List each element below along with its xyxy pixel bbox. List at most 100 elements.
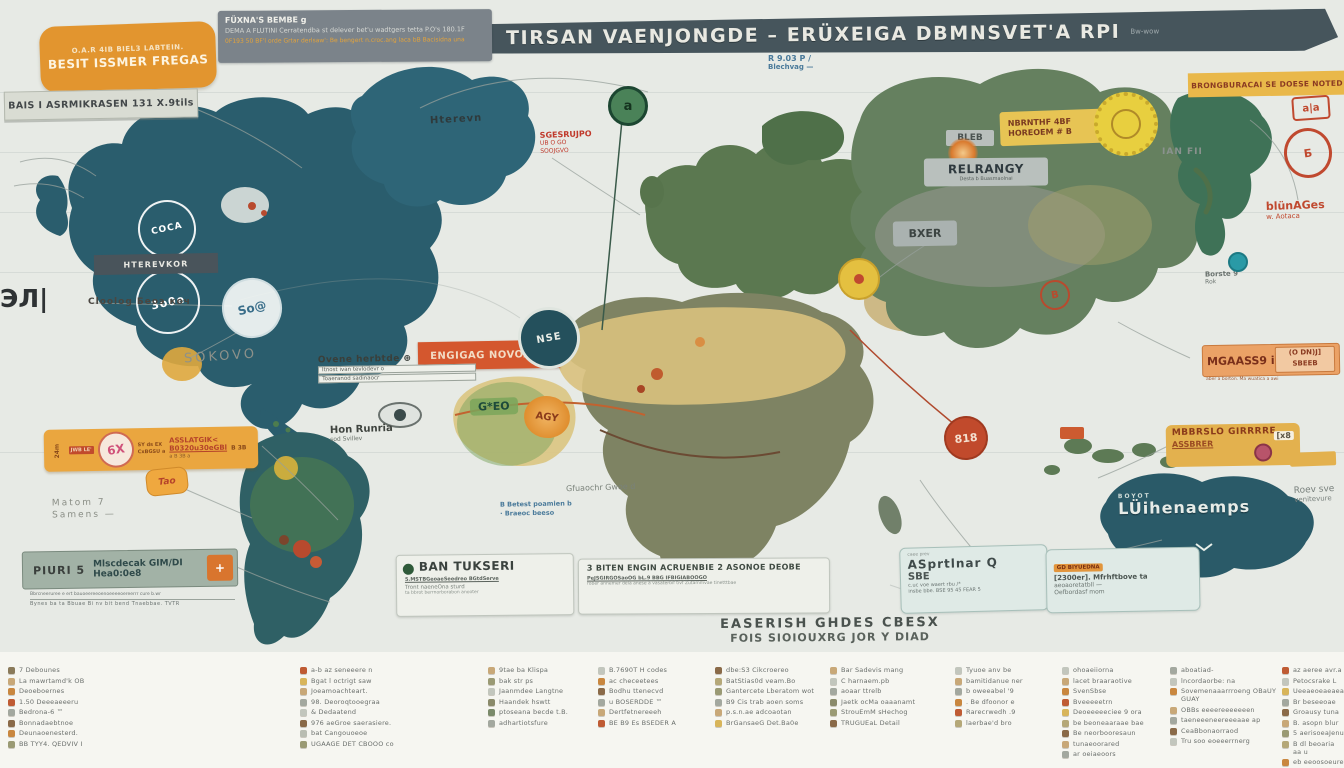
legend-item: SvenSbse <box>1062 687 1190 695</box>
legend-item-label: Bveeeeetrn <box>1073 697 1113 706</box>
legend-item: Joeamoachteart. <box>300 687 472 695</box>
legend-item-icon <box>598 677 605 685</box>
legend-item-icon <box>1062 719 1069 727</box>
legend-item-label: Joeamoachteart. <box>311 687 368 695</box>
legend-item: Deunaoenesterd. <box>8 729 148 737</box>
legend-item: B.7690T H codes <box>598 666 708 674</box>
legend-column: Bar Sadevis mang C harnaem.pb aoaar ttrelb… <box>830 666 975 729</box>
legend-item-icon <box>955 698 962 706</box>
legend-item-label: bamitidanue ner <box>966 676 1023 685</box>
legend-item-icon <box>955 677 962 685</box>
legend-item-label: az aeree avr.a <box>1293 666 1342 674</box>
legend-item-icon <box>300 688 307 695</box>
legend-item: aoaar ttrelb <box>830 687 975 695</box>
legend-item: laerbae'd bro <box>955 719 1085 727</box>
ban-title: BAN TUKSERI <box>418 558 515 574</box>
legend-item-label: Jaetk ocMa oaaanamt <box>841 697 916 706</box>
legend-item-label: dbe:S3 Cikcroereo <box>726 666 789 674</box>
legend-item-label: Deoeboernes <box>19 687 65 695</box>
borste-line: Rok <box>1205 278 1217 286</box>
legend-item-icon <box>1282 667 1289 674</box>
legend-item-label: eb eeoosoeure <box>1293 758 1344 766</box>
legend-column: 9tae ba Klispa bak str ps Jaanmdee Langtne… <box>488 666 638 729</box>
banner-6x-badge: 6X <box>95 429 137 471</box>
legend-item: Bodhu ttenecvd <box>598 687 708 695</box>
legend-item-label: 976 aeGroe saerasiere. <box>311 718 392 727</box>
small-orange-chip <box>1060 427 1084 439</box>
legend-item-icon <box>955 667 962 674</box>
legend-item: La mawrtamd'k OB <box>8 677 148 685</box>
continent-greenland <box>350 66 536 207</box>
legend-item-label: BatStias0d veam.Bo <box>726 676 796 685</box>
legend-item: Bedrona-6 ™ <box>8 708 148 716</box>
legend-item-label: Be neorbooresaun <box>1073 729 1136 737</box>
legend-item: Bonnadaebtnoe <box>8 719 148 727</box>
legend-item-label: Petocsrake L <box>1293 676 1337 685</box>
legend-item: adhartiotsfure <box>488 719 638 727</box>
legend-item: Rarecrwedh .9 <box>955 708 1085 716</box>
legend-strip: 7 Debounes La mawrtamd'k OB Deoeboernes 1.5… <box>0 652 1344 768</box>
legend-item-label: Bodhu ttenecvd <box>609 687 664 695</box>
legend-item-label: lacet braaraotive <box>1073 676 1132 685</box>
legend-item-icon <box>715 667 722 674</box>
green-banner-footnotes: Bbrcneeruree e ert bauoeereeoenoeeeeoere… <box>30 591 235 608</box>
legend-item-label: La mawrtamd'k OB <box>19 676 85 685</box>
latitude-line <box>0 152 1344 153</box>
legend-item-label: TRUGUEaL Detail <box>841 718 900 727</box>
legend-item: Deoeeeeeciee 9 ora <box>1062 708 1190 716</box>
legend-item-icon <box>598 667 605 674</box>
legend-item-icon <box>8 740 15 748</box>
legend-item-icon <box>1170 667 1177 674</box>
legend-item: Jaetk ocMa oaaanamt <box>830 698 975 706</box>
banner-red-chip: JWB LE' <box>68 446 94 455</box>
legend-item: dbe:S3 Cikcroereo <box>715 666 855 674</box>
legend-item-label: tunaeoorared <box>1073 739 1120 748</box>
left-green-banner: PIURI 5 Mlscdecak GIM/DI Hea0:0e8 + <box>21 548 239 590</box>
continent-south-america <box>239 421 370 645</box>
legend-item-label: BB TYY4. QEDVIV I <box>19 739 83 748</box>
salmon-chip: (O DN)J] SBEEB <box>1274 345 1336 373</box>
banner-vertical-text: 24m <box>53 443 61 458</box>
legend-item: Tyuoe anv be <box>955 666 1085 674</box>
legend-item-icon <box>8 667 15 674</box>
footnote-line: Bbrcneeruree e ert bauoeereeoenoeeeeoere… <box>30 591 235 600</box>
legend-item-label: ac checeetees <box>609 676 659 685</box>
legend-item-label: lncordaorbe: na <box>1181 676 1236 685</box>
legend-item: Sovemenaaarrroeng OBaUY GUAY <box>1170 687 1278 703</box>
map-caption: EASERISH GHDES CBESX FOIS SIOIOUXRG JOR … <box>610 614 1050 646</box>
gray-tag-bxer: BXER <box>892 220 958 247</box>
legend-item-icon <box>300 677 307 685</box>
legend-item-icon <box>8 730 15 737</box>
legend-item: & Dedaatend <box>300 708 472 716</box>
legend-item-label: BE B9 Es BSEDER A <box>609 718 676 727</box>
legend-item-label: aboatiad- <box>1181 666 1214 674</box>
legend-item-label: Groausy tuna <box>1293 708 1340 716</box>
legend-item-icon <box>830 719 837 727</box>
legend-item: Tru soo eoeeerrnerg <box>1170 737 1278 745</box>
legend-item-label: aoaar ttrelb <box>841 687 882 695</box>
relrangy-title: RELRANGY <box>947 161 1025 177</box>
legend-item-icon <box>1170 738 1177 745</box>
legend-item-icon <box>830 677 837 685</box>
legend-item-label: 1.50 Deeeaeeeru <box>19 697 79 706</box>
legend-item-label: BrGansaeG Det.Ba0e <box>726 718 799 727</box>
legend-item-icon <box>1062 751 1069 758</box>
legend-item: taeneeeneereeeaae ap <box>1170 716 1278 724</box>
biten-title: 3 BITEN ENGIN ACRUENBIE 2 ASONOE DEOBE <box>586 562 801 573</box>
legend-item-label: Sovemenaaarrroeng OBaUY GUAY <box>1181 687 1277 703</box>
legend-item-label: taeneeeneereeeaae ap <box>1181 716 1261 724</box>
legend-item-label: bak str ps <box>499 676 534 685</box>
legend-column: Tyuoe anv be bamitidanue ner b oweeabel '9… <box>955 666 1085 729</box>
legend-item: bak str ps <box>488 677 638 685</box>
legend-item: ar oeiaeoors <box>1062 750 1190 758</box>
legend-item-label: Deoeeeeeciee 9 ora <box>1073 708 1142 716</box>
yellow-seal-stamp <box>1094 92 1158 156</box>
legend-item-icon <box>1282 740 1289 748</box>
legend-item-icon <box>715 709 722 716</box>
legend-item-label: adhartiotsfure <box>499 718 548 727</box>
legend-item: Bgat l octrigt saw <box>300 677 472 685</box>
legend-item-icon <box>955 719 962 727</box>
relrangy-sub: Desta b Buasmaolnai <box>959 175 1013 183</box>
legend-item-icon <box>598 688 605 695</box>
